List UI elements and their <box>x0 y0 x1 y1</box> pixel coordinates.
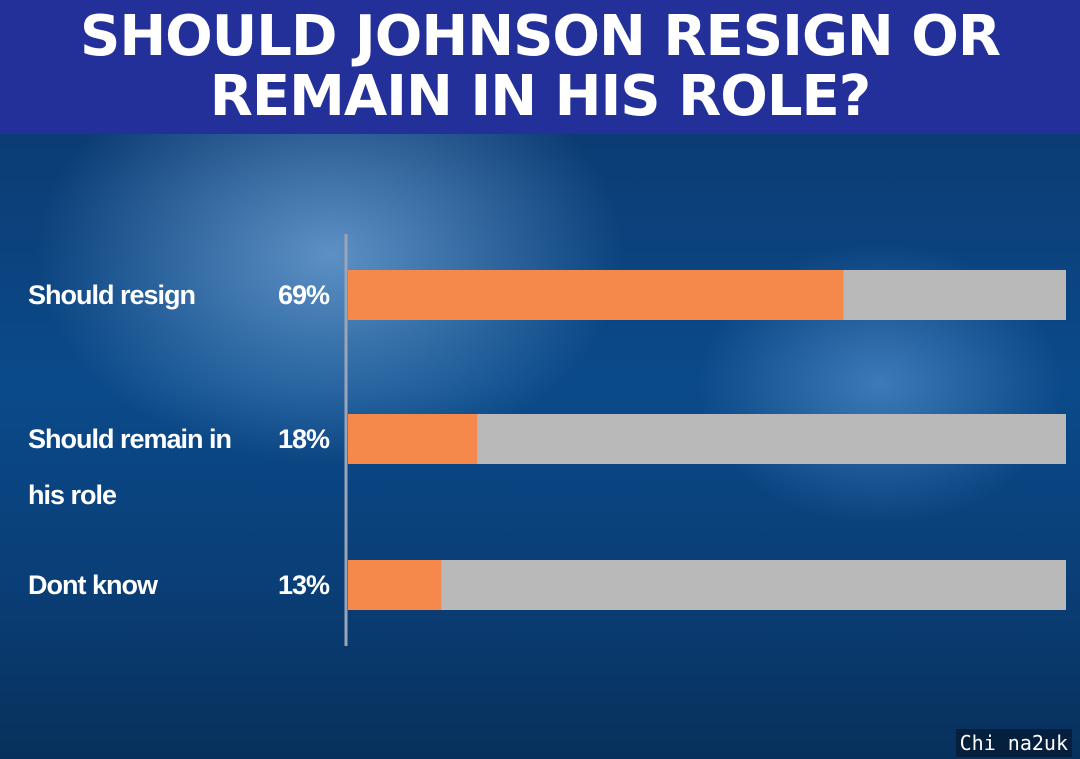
title-line-1: SHOULD JOHNSON RESIGN OR <box>79 4 1001 69</box>
bar-track <box>348 560 1066 610</box>
value-label: 18% <box>278 424 330 454</box>
header-banner: SHOULD JOHNSON RESIGN OR REMAIN IN HIS R… <box>0 0 1080 134</box>
title-line-2: REMAIN IN HIS ROLE? <box>209 64 872 129</box>
bar-chart: Should resign 69% Should remain in his role… <box>28 234 1066 646</box>
bar <box>348 270 844 320</box>
chart-title: SHOULD JOHNSON RESIGN OR REMAIN IN HIS R… <box>10 7 1070 127</box>
category-label: Should resign <box>28 280 195 310</box>
category-label: Dont know <box>28 570 159 600</box>
category-label: Should remain in <box>28 424 231 454</box>
bar <box>348 414 478 464</box>
category-label: his role <box>28 480 117 510</box>
bar <box>348 560 442 610</box>
value-label: 69% <box>278 280 330 310</box>
value-label: 13% <box>278 570 330 600</box>
watermark: Chi na2uk <box>955 729 1072 757</box>
